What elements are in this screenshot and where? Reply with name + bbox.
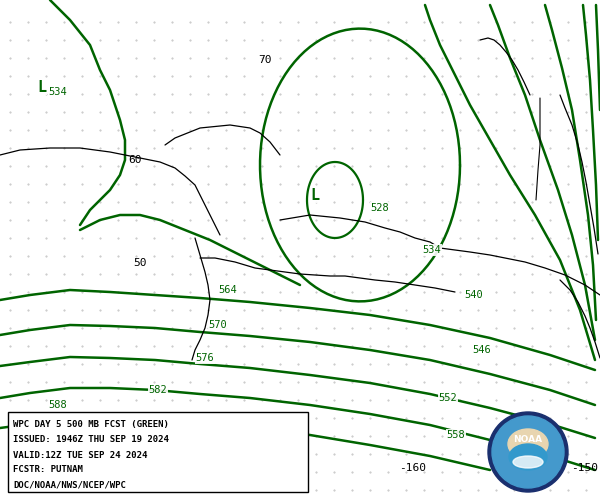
Text: 60: 60 xyxy=(128,155,142,165)
Text: -170: -170 xyxy=(224,463,251,473)
Text: 588: 588 xyxy=(49,400,67,410)
Text: L: L xyxy=(310,188,320,202)
Text: WPC DAY 5 500 MB FCST (GREEN): WPC DAY 5 500 MB FCST (GREEN) xyxy=(13,420,169,430)
Text: 558: 558 xyxy=(446,430,466,440)
Text: -150: -150 xyxy=(571,463,599,473)
Text: 576: 576 xyxy=(196,353,214,363)
Text: 534: 534 xyxy=(49,87,67,97)
Text: 564: 564 xyxy=(218,285,238,295)
Text: FCSTR: PUTNAM: FCSTR: PUTNAM xyxy=(13,466,83,474)
Text: 528: 528 xyxy=(371,203,389,213)
Text: ISSUED: 1946Z THU SEP 19 2024: ISSUED: 1946Z THU SEP 19 2024 xyxy=(13,436,169,444)
Ellipse shape xyxy=(513,456,543,468)
Text: 570: 570 xyxy=(209,320,227,330)
Text: VALID:12Z TUE SEP 24 2024: VALID:12Z TUE SEP 24 2024 xyxy=(13,450,148,460)
Text: DOC/NOAA/NWS/NCEP/WPC: DOC/NOAA/NWS/NCEP/WPC xyxy=(13,480,126,490)
Circle shape xyxy=(488,412,568,492)
Ellipse shape xyxy=(508,429,548,459)
Text: 540: 540 xyxy=(464,290,484,300)
Text: 582: 582 xyxy=(149,385,167,395)
Text: NOAA: NOAA xyxy=(514,436,542,444)
Ellipse shape xyxy=(509,444,547,470)
Text: 552: 552 xyxy=(439,393,457,403)
Text: 70: 70 xyxy=(258,55,272,65)
Circle shape xyxy=(492,416,564,488)
Text: 40: 40 xyxy=(18,417,32,427)
Text: 50: 50 xyxy=(133,258,147,268)
Bar xyxy=(8,412,308,492)
Text: 534: 534 xyxy=(422,245,442,255)
Text: L: L xyxy=(37,80,47,94)
Text: -160: -160 xyxy=(400,463,427,473)
Text: 546: 546 xyxy=(473,345,491,355)
